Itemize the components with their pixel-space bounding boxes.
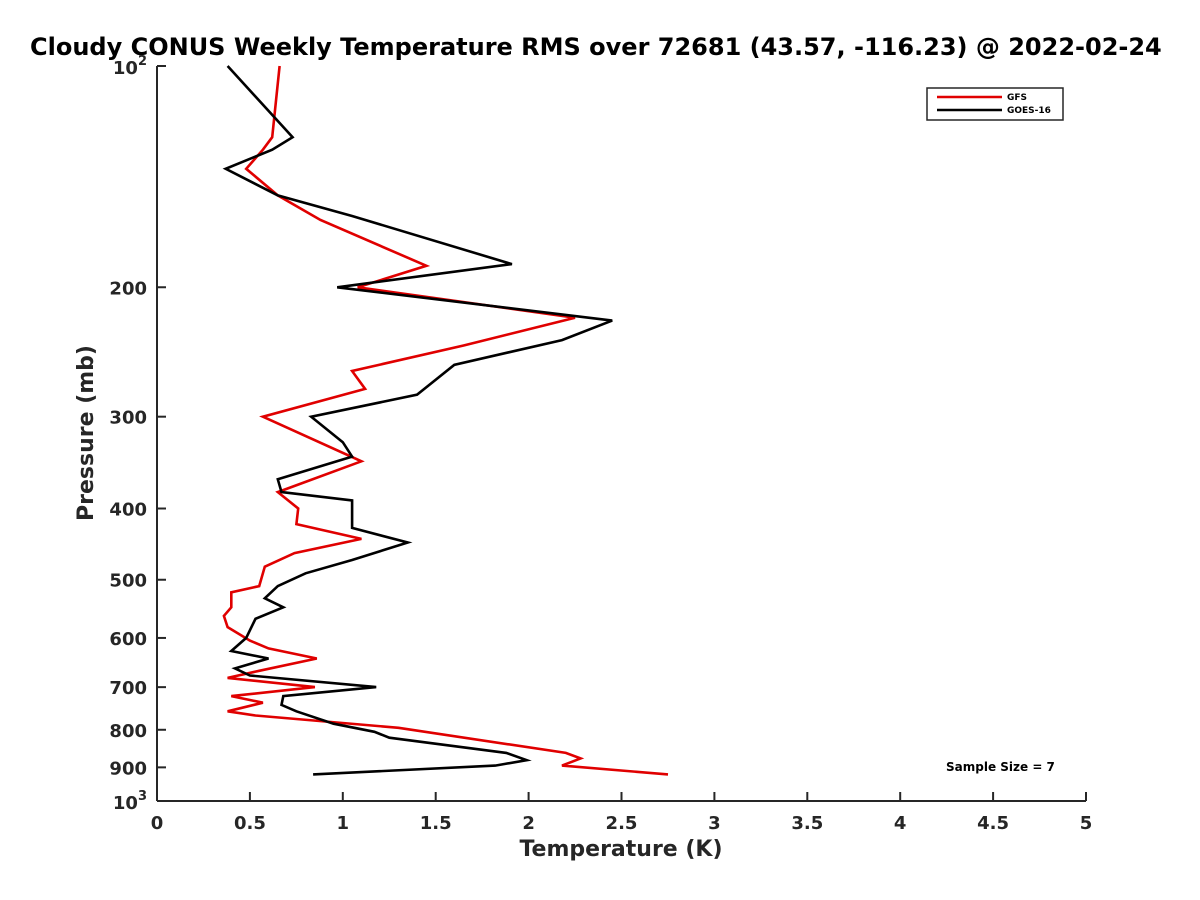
y-ticks: 102 200 300 400 500 600 700 800 900 103 bbox=[109, 54, 166, 814]
y-tick-label: 700 bbox=[109, 678, 147, 699]
series-line-gfs bbox=[222, 65, 669, 776]
legend-label-gfs: GFS bbox=[1007, 93, 1027, 103]
x-tick-label: 4 bbox=[894, 813, 907, 834]
x-tick-label: 5 bbox=[1080, 813, 1093, 834]
plot-area: 0 0.5 1 1.5 2 2.5 3 3.5 4 4.5 5 102 200 300 400 500 600… bbox=[109, 54, 1092, 834]
y-tick-label-power: 102 bbox=[113, 54, 147, 79]
series-lines bbox=[222, 65, 669, 776]
x-tick-label: 4.5 bbox=[977, 813, 1009, 834]
legend-label-goes16: GOES-16 bbox=[1007, 106, 1051, 116]
y-tick-label: 800 bbox=[109, 721, 147, 742]
x-tick-label: 0 bbox=[151, 813, 164, 834]
y-tick-label: 600 bbox=[109, 629, 147, 650]
x-tick-label: 0.5 bbox=[234, 813, 266, 834]
y-tick-label: 900 bbox=[109, 758, 147, 779]
x-tick-label: 3.5 bbox=[791, 813, 823, 834]
legend-box bbox=[926, 87, 1064, 121]
series-line-goes16 bbox=[222, 65, 613, 776]
legend: GFS GOES-16 bbox=[926, 87, 1064, 121]
x-tick-label: 2.5 bbox=[606, 813, 638, 834]
y-tick-label: 200 bbox=[109, 278, 147, 299]
x-tick-label: 1.5 bbox=[420, 813, 452, 834]
y-axis-label: Pressure (mb) bbox=[74, 345, 99, 521]
x-tick-label: 3 bbox=[708, 813, 721, 834]
x-tick-label: 2 bbox=[522, 813, 535, 834]
x-tick-label: 1 bbox=[337, 813, 350, 834]
y-tick-label: 400 bbox=[109, 500, 147, 521]
chart-title: Cloudy CONUS Weekly Temperature RMS over… bbox=[30, 33, 1162, 61]
sample-size-annotation: Sample Size = 7 bbox=[946, 760, 1055, 774]
x-axis-label: Temperature (K) bbox=[519, 837, 722, 862]
y-tick-label: 500 bbox=[109, 571, 147, 592]
y-tick-label-power: 103 bbox=[113, 789, 147, 814]
y-tick-label: 300 bbox=[109, 408, 147, 429]
x-ticks: 0 0.5 1 1.5 2 2.5 3 3.5 4 4.5 5 bbox=[151, 792, 1093, 834]
